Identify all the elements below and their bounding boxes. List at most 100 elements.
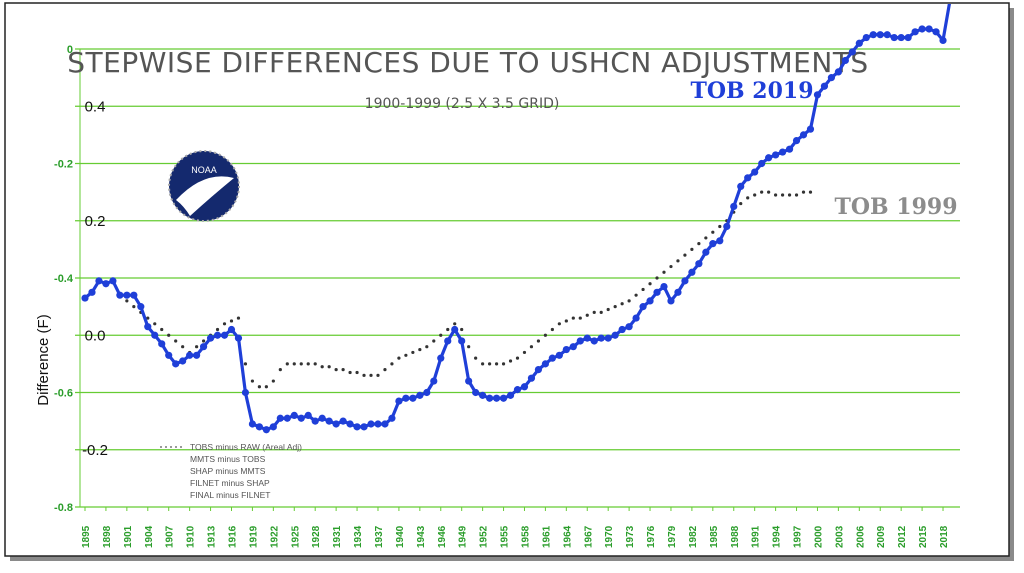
- chart-subtitle: 1900-1999 (2.5 X 3.5 GRID): [365, 96, 560, 112]
- tob-1999-point: [146, 316, 150, 320]
- green-y-tick-labels: 0 -0.2 -0.4 -0.6 -0.8: [54, 44, 74, 514]
- tob-1999-point: [641, 287, 645, 292]
- tob-1999-point: [292, 362, 296, 366]
- x-tick-label: 1961: [541, 525, 552, 548]
- x-tick-label: 1991: [751, 525, 762, 548]
- x-tick-label: 2015: [918, 525, 929, 548]
- tob-2019-point: [702, 248, 710, 256]
- tob-1999-point: [592, 310, 596, 314]
- tob-2019-point: [576, 337, 584, 345]
- tob-2019-point: [485, 394, 494, 402]
- tob-2019-point: [744, 174, 752, 182]
- tob-1999-point: [515, 356, 520, 360]
- tob-2019-point: [472, 388, 480, 397]
- tob-1999-point: [494, 362, 499, 366]
- tob-2019-point: [506, 391, 515, 399]
- tob-2019-point: [367, 420, 375, 428]
- tob-2019-point: [311, 417, 319, 425]
- x-tick-label: 1967: [583, 525, 594, 548]
- tob-1999-point: [808, 190, 813, 194]
- tob-1999-point: [760, 190, 764, 194]
- tob-2019-point: [248, 420, 257, 428]
- tob-2019-point: [360, 423, 368, 431]
- tob-1999-point: [529, 345, 534, 349]
- tob-2019-point: [897, 33, 905, 42]
- tob-2019-point: [179, 357, 187, 365]
- legend-entry: FILNET minus SHAP: [190, 478, 270, 488]
- tob-2019-point: [290, 411, 298, 419]
- x-tick-label: 1982: [688, 525, 699, 548]
- tob-2019-point: [820, 82, 829, 90]
- tob-1999-point: [739, 201, 743, 206]
- tob-1999-point: [536, 339, 541, 343]
- tob-2019-point: [416, 391, 424, 399]
- x-tick-label: 1925: [290, 525, 301, 548]
- tob-2019-point: [758, 159, 766, 168]
- old-y-tick-label: 0.4: [85, 98, 106, 115]
- tob-1999-point: [320, 365, 324, 369]
- tob-2019-point: [213, 331, 222, 339]
- tob-2019-point: [165, 351, 173, 359]
- tob-2019-point: [269, 423, 277, 431]
- tob-2019-point: [869, 31, 877, 39]
- tob-2019-point: [172, 360, 180, 368]
- tob-2019-point: [667, 297, 675, 305]
- tob-1999-point: [306, 362, 310, 366]
- tob-1999-point: [418, 347, 422, 352]
- tob-1999-point: [160, 327, 164, 332]
- tob-2019-point: [583, 334, 591, 342]
- tob-2019-point: [555, 351, 563, 359]
- tob-2019-point: [765, 154, 773, 162]
- tob-1999-point: [780, 193, 785, 197]
- tob-1999-point: [460, 327, 464, 332]
- tob-2019-point: [751, 168, 759, 176]
- tob-2019-point: [402, 394, 410, 402]
- tob-2019-point: [611, 331, 619, 339]
- old-y-tick-label: -0.2: [82, 442, 108, 459]
- tob-2019-point: [653, 288, 661, 296]
- x-tick-label: 1955: [500, 525, 511, 548]
- tob-2019-point: [688, 268, 696, 276]
- tob-1999-point: [327, 365, 331, 369]
- tob-1999-point: [390, 362, 394, 366]
- tob-1999-point: [585, 313, 589, 317]
- tob-1999-point: [425, 345, 429, 349]
- tob-1999-point: [132, 305, 136, 309]
- tob-1999-point: [229, 319, 234, 323]
- tob-1999-point: [697, 242, 701, 246]
- tob-1999-point: [508, 359, 513, 363]
- tob-2019-point: [597, 334, 605, 342]
- tob-2019-point: [381, 420, 389, 428]
- tob-2019-point: [569, 343, 577, 351]
- tob-2019-point: [374, 420, 382, 428]
- tob-1999-point: [550, 327, 554, 332]
- tob-2019-point: [911, 28, 919, 36]
- tob-2019-point: [709, 240, 717, 248]
- tob-1999-point: [801, 190, 806, 194]
- tob-1999-point: [362, 373, 366, 377]
- tob-1999-point: [313, 362, 317, 366]
- tob-1999-point: [753, 193, 757, 197]
- tob-2019-point: [639, 303, 647, 311]
- tob-1999-point: [571, 316, 575, 320]
- x-tick-label: 1970: [604, 525, 615, 548]
- old-y-tick-label: 0.2: [85, 213, 106, 230]
- tob-1999-point: [236, 316, 241, 320]
- tob-2019-point: [193, 351, 201, 359]
- tob-2019-point: [144, 323, 152, 331]
- tob-2019-point: [95, 277, 103, 285]
- y-axis-label: Difference (F): [35, 314, 52, 405]
- tob-1999-point: [446, 327, 450, 332]
- tob-2019-point: [395, 397, 403, 405]
- tob-1999-point: [683, 253, 687, 257]
- tob-1999-point: [334, 368, 338, 372]
- series-tob-2019: [81, 4, 951, 434]
- tob-2019-point: [276, 414, 284, 422]
- tob-1999-point: [453, 322, 457, 326]
- tob-2019-point: [325, 417, 333, 425]
- tob-2019-point: [151, 331, 159, 339]
- tob-1999-point: [662, 270, 666, 274]
- tob-2019-point: [88, 288, 96, 296]
- tob-1999-point: [271, 379, 275, 383]
